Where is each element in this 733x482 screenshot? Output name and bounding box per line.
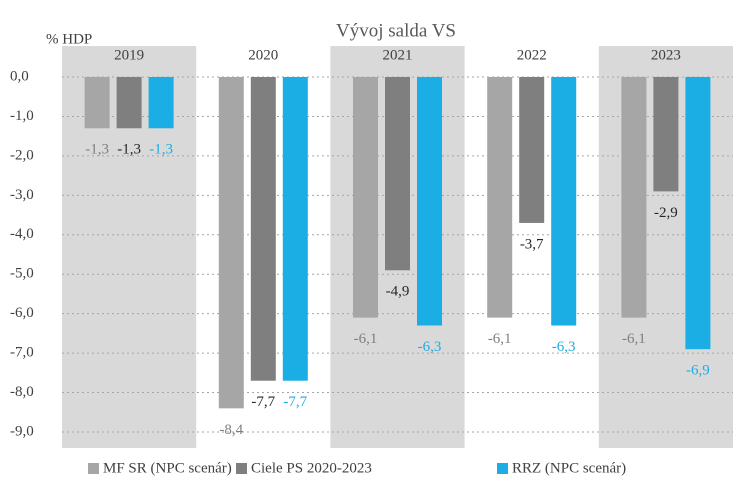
bar [685,77,711,350]
y-tick-label: -7,0 [10,345,34,361]
value-label: -7,7 [251,394,275,410]
bar [282,77,308,381]
value-label: -6,3 [418,339,442,355]
value-label: -7,7 [283,394,307,410]
value-label: -2,9 [654,205,678,221]
value-label: -1,3 [149,142,173,158]
y-tick-label: -5,0 [10,266,34,282]
value-label: -3,7 [520,236,544,252]
bar [218,77,244,409]
bar [84,77,110,129]
y-tick-label: -4,0 [10,226,34,242]
legend-label: RRZ (NPC scenár) [512,460,626,476]
chart-title: Vývoj salda VS [336,20,456,41]
bar [116,77,142,129]
x-tick-label: 2023 [651,47,681,63]
bar [621,77,647,318]
x-tick-label: 2021 [383,47,413,63]
bar [551,77,577,326]
legend-label: Ciele PS 2020-2023 [251,460,372,476]
legend-swatch [497,463,508,474]
y-tick-label: 0,0 [10,68,29,84]
value-label: -6,3 [552,339,576,355]
bar [250,77,276,381]
bar [148,77,174,129]
legend-swatch [88,463,99,474]
y-tick-label: -9,0 [10,423,34,439]
y-tick-label: -6,0 [10,305,34,321]
bar [487,77,513,318]
y-tick-label: -8,0 [10,384,34,400]
bar [653,77,679,192]
bar [385,77,410,271]
y-tick-label: -1,0 [10,108,34,124]
value-label: -6,1 [622,331,646,347]
bar [353,77,378,318]
legend-swatch [236,463,247,474]
y-tick-label: -3,0 [10,187,34,203]
value-label: -1,3 [117,142,141,158]
x-tick-label: 2022 [517,47,547,63]
value-label: -4,9 [386,284,410,300]
legend-label: MF SR (NPC scenár) [103,460,232,476]
value-label: -6,1 [488,331,512,347]
y-axis-label: % HDP [46,31,92,47]
value-label: -1,3 [85,142,109,158]
value-label: -6,9 [686,363,710,379]
x-tick-label: 2020 [248,47,278,63]
value-label: -8,4 [219,422,243,438]
y-tick-label: -2,0 [10,147,34,163]
bar [519,77,545,223]
bar [417,77,442,326]
x-tick-label: 2019 [114,47,144,63]
value-label: -6,1 [354,331,378,347]
